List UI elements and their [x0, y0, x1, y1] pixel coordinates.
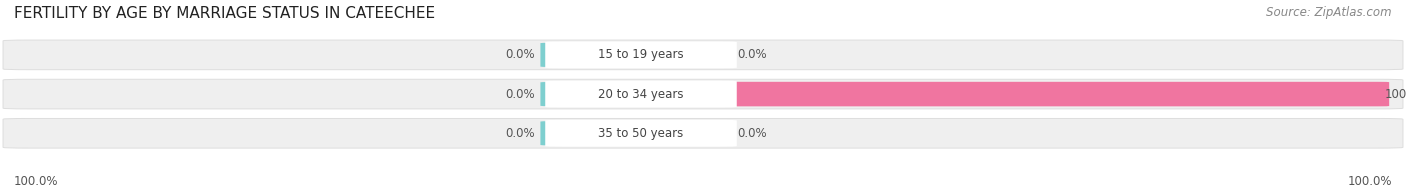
Text: FERTILITY BY AGE BY MARRIAGE STATUS IN CATEECHEE: FERTILITY BY AGE BY MARRIAGE STATUS IN C…: [14, 6, 436, 21]
Text: 100.0%: 100.0%: [14, 175, 59, 188]
FancyBboxPatch shape: [546, 42, 737, 68]
FancyBboxPatch shape: [546, 120, 737, 147]
Text: 15 to 19 years: 15 to 19 years: [598, 48, 683, 61]
Text: 20 to 34 years: 20 to 34 years: [598, 88, 683, 101]
FancyBboxPatch shape: [3, 40, 1403, 70]
Text: 100.0%: 100.0%: [1347, 175, 1392, 188]
Text: 35 to 50 years: 35 to 50 years: [599, 127, 683, 140]
Text: 0.0%: 0.0%: [738, 127, 768, 140]
FancyBboxPatch shape: [540, 43, 620, 67]
Text: 0.0%: 0.0%: [505, 88, 534, 101]
FancyBboxPatch shape: [662, 82, 1389, 106]
FancyBboxPatch shape: [662, 121, 733, 145]
FancyBboxPatch shape: [3, 79, 1403, 109]
FancyBboxPatch shape: [3, 118, 1403, 148]
Text: 0.0%: 0.0%: [505, 48, 534, 61]
FancyBboxPatch shape: [540, 82, 620, 106]
Text: 0.0%: 0.0%: [738, 48, 768, 61]
FancyBboxPatch shape: [546, 81, 737, 107]
Text: 100.0%: 100.0%: [1385, 88, 1406, 101]
FancyBboxPatch shape: [662, 43, 733, 67]
FancyBboxPatch shape: [540, 121, 620, 145]
Text: 0.0%: 0.0%: [505, 127, 534, 140]
Text: Source: ZipAtlas.com: Source: ZipAtlas.com: [1267, 6, 1392, 19]
